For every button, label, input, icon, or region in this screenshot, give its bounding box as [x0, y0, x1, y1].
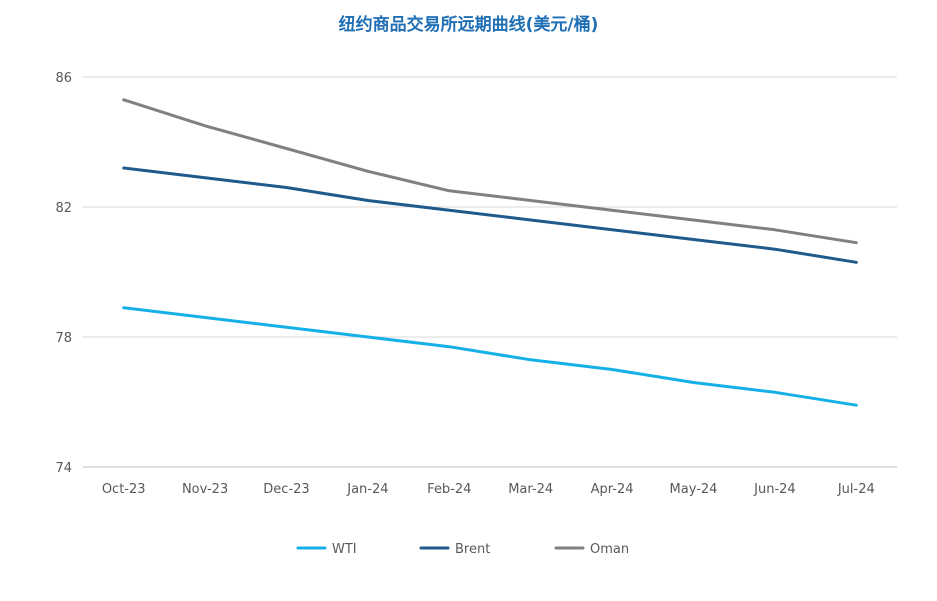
series-line-wti [122, 306, 858, 407]
x-tick-label: May-24 [670, 482, 718, 497]
y-tick-label: 86 [55, 71, 72, 86]
legend[interactable]: WTI Brent Oman [296, 542, 629, 557]
x-tick-label: Jan-24 [346, 482, 388, 497]
x-tick-label: Nov-23 [182, 482, 228, 497]
x-tick-label: Jun-24 [753, 482, 796, 497]
legend-label: Oman [590, 542, 629, 557]
x-tick-label: Jul-24 [837, 482, 875, 497]
legend-item-brent[interactable]: Brent [419, 542, 490, 557]
y-axis-ticks: 74 78 82 86 [55, 71, 72, 476]
grid-lines [83, 76, 897, 468]
y-tick-label: 74 [55, 461, 72, 476]
chart-title: 纽约商品交易所远期曲线(美元/桶) [338, 15, 599, 35]
legend-label: WTI [332, 542, 357, 557]
y-tick-label: 78 [55, 331, 72, 346]
y-tick-label: 82 [55, 201, 72, 216]
x-tick-label: Apr-24 [591, 482, 634, 497]
x-axis-ticks: Oct-23 Nov-23 Dec-23 Jan-24 Feb-24 Mar-24 Apr-… [102, 482, 875, 497]
legend-item-wti[interactable]: WTI [296, 542, 357, 557]
x-tick-label: Mar-24 [508, 482, 553, 497]
series-line-oman [122, 98, 858, 245]
legend-item-oman[interactable]: Oman [554, 542, 629, 557]
series-line-brent [122, 166, 858, 264]
series-lines [122, 98, 858, 407]
x-tick-label: Oct-23 [102, 482, 146, 497]
x-tick-label: Dec-23 [263, 482, 309, 497]
x-tick-label: Feb-24 [427, 482, 471, 497]
legend-label: Brent [455, 542, 490, 557]
